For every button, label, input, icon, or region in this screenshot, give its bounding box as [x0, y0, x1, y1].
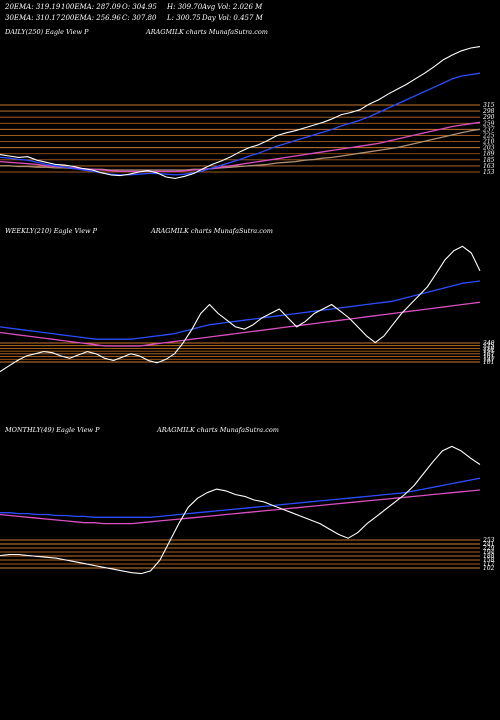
stat-200ema: 200EMA: 256.96 [61, 14, 121, 22]
daily-level-label: 163 [483, 163, 495, 170]
stats-line-2: 30EMA: 310.17 200EMA: 256.96 C: 307.80 L… [5, 14, 263, 22]
weekly-level-label: 191 [483, 348, 494, 355]
monthly-level-label: 253 [482, 537, 495, 544]
stat-close: C: 307.80 [122, 14, 157, 22]
weekly-level-label: 240 [482, 340, 495, 347]
monthly-level-label: 194 [483, 549, 495, 556]
daily-level-label: 298 [482, 108, 495, 115]
daily-level-label: 290 [482, 114, 495, 121]
monthly-series-line [0, 477, 481, 518]
daily-level-label: 225 [482, 132, 495, 139]
monthly-series-line [0, 445, 481, 575]
monthly-level-label: 102 [483, 565, 495, 572]
monthly-level-label: 241 [482, 541, 494, 548]
daily-level-label: 210 [482, 139, 495, 146]
daily-title-left: DAILY(250) Eagle View P [5, 28, 89, 36]
monthly-level-label: 117 [483, 561, 495, 568]
stats-line-1: 20EMA: 319.19 100EMA: 287.09 O: 304.95 H… [5, 3, 262, 11]
stat-day-vol: Day Vol: 0.457 M [202, 14, 263, 22]
stat-100ema: 100EMA: 287.09 [61, 3, 121, 11]
monthly-title-right: ARAGMILK charts MunafaSutra.com [157, 426, 279, 434]
daily-series-line [0, 46, 481, 179]
stat-open: O: 304.95 [122, 3, 157, 11]
weekly-level-label: 147 [483, 356, 495, 363]
stat-30ema: 30EMA: 310.17 [5, 14, 61, 22]
weekly-title-left: WEEKLY(210) Eagle View P [5, 227, 98, 235]
daily-level-label: 315 [483, 102, 495, 109]
stat-low: L: 300.75 [167, 14, 201, 22]
daily-level-label: 189 [483, 151, 495, 158]
weekly-series-line [0, 301, 481, 347]
daily-level-label: 259 [482, 120, 495, 127]
daily-level-label: 153 [483, 169, 495, 176]
stat-20ema: 20EMA: 319.19 [5, 3, 61, 11]
daily-level-label: 203 [482, 145, 495, 152]
monthly-level-label: 229 [482, 545, 495, 552]
stat-avg-vol: Avg Vol: 2.026 M [202, 3, 263, 11]
weekly-title-right: ARAGMILK charts MunafaSutra.com [151, 227, 273, 235]
daily-level-label: 237 [482, 126, 495, 133]
monthly-title-left: MONTHLY(49) Eagle View P [5, 426, 100, 434]
daily-title-right: ARAGMILK charts MunafaSutra.com [146, 28, 268, 36]
weekly-series-line [0, 280, 481, 340]
weekly-level-label: 167 [483, 351, 495, 358]
monthly-level-label: 158 [483, 557, 495, 564]
weekly-level-label: 210 [482, 345, 495, 352]
monthly-level-label: 188 [483, 553, 495, 560]
daily-level-label: 185 [483, 157, 495, 164]
daily-series-line [0, 72, 481, 176]
stat-high: H: 309.70 [167, 3, 203, 11]
weekly-level-label: 225 [482, 343, 495, 350]
weekly-level-label: 101 [483, 359, 494, 366]
weekly-level-label: 161 [483, 354, 494, 361]
weekly-series-line [0, 245, 481, 373]
